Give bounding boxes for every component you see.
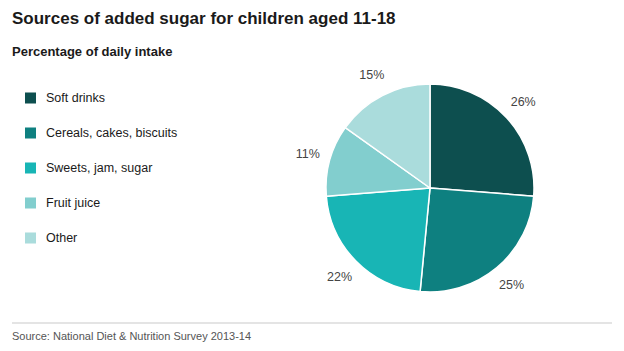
data-label: 15% (359, 68, 384, 82)
pie-slice (420, 188, 534, 292)
legend-label: Other (46, 231, 77, 245)
legend-swatch (25, 163, 36, 174)
data-labels: 26% 25% 22% 11% 15% (296, 68, 536, 292)
legend: Soft drinks Cereals, cakes, biscuits Sweet… (25, 91, 177, 245)
legend-label: Cereals, cakes, biscuits (46, 126, 177, 140)
divider (12, 323, 612, 324)
title: Sources of added sugar for children aged… (12, 9, 396, 28)
pie-slice (326, 188, 430, 292)
pie-slice (345, 84, 430, 188)
subtitle: Percentage of daily intake (12, 44, 172, 59)
chart: Sources of added sugar for children aged… (0, 0, 624, 351)
legend-label: Soft drinks (46, 91, 105, 105)
data-label: 22% (327, 270, 352, 284)
legend-label: Sweets, jam, sugar (46, 161, 152, 175)
background (0, 0, 624, 351)
legend-label: Fruit juice (46, 196, 100, 210)
source: Source: National Diet & Nutrition Survey… (12, 330, 251, 342)
chart-container: Sources of added sugar for children aged… (0, 0, 624, 351)
data-label: 11% (296, 147, 320, 161)
pie (326, 84, 534, 292)
legend-swatch (25, 233, 36, 244)
legend-swatch (25, 198, 36, 209)
legend-swatch (25, 128, 36, 139)
data-label: 26% (511, 95, 536, 109)
legend-swatch (25, 93, 36, 104)
data-label: 25% (499, 278, 524, 292)
